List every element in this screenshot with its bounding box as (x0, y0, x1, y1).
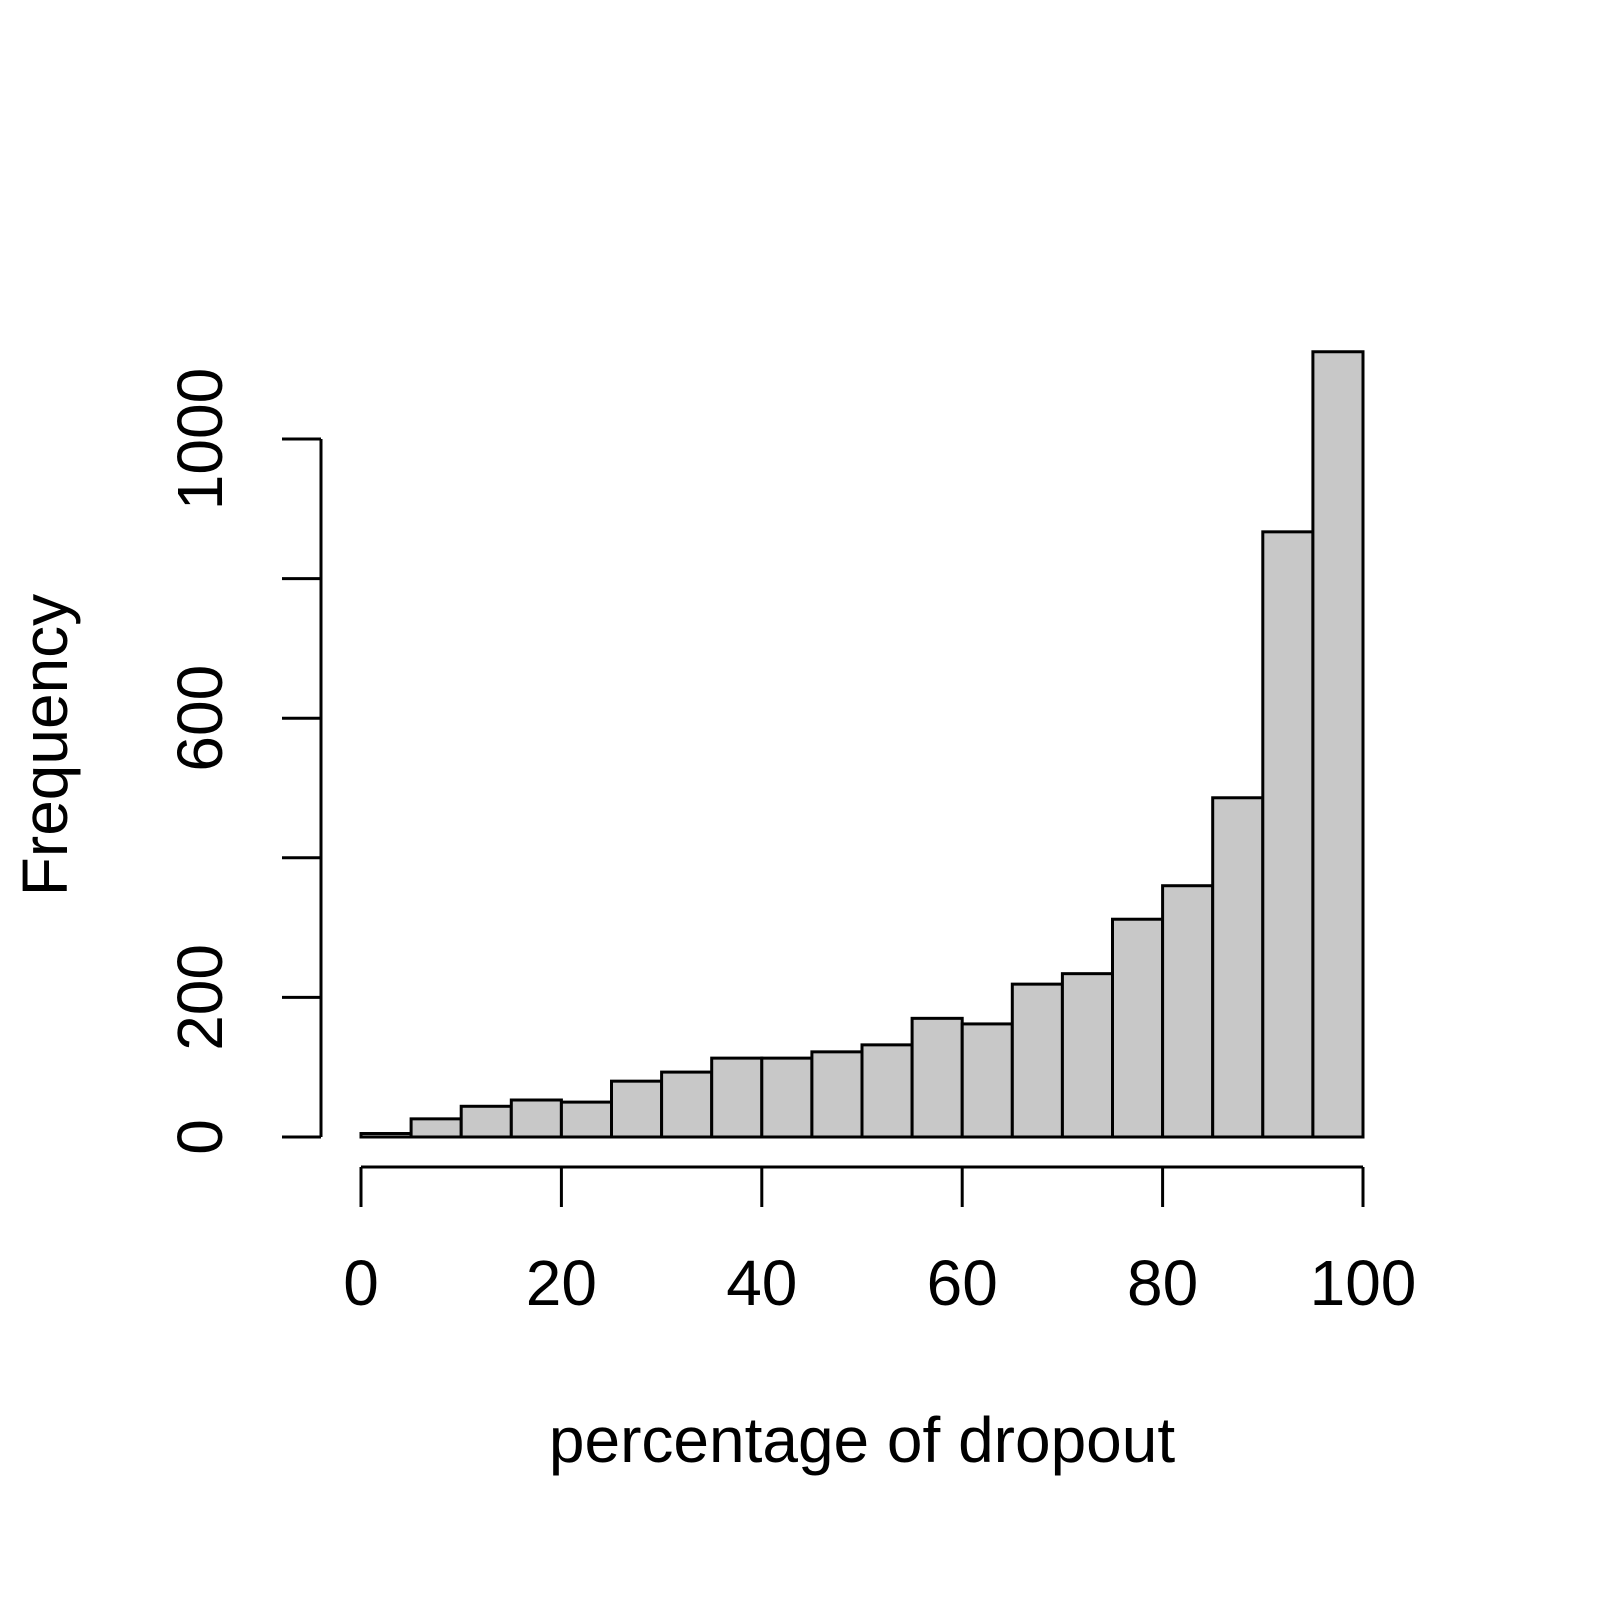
bar (660, 1070, 714, 1139)
bar (810, 1050, 864, 1139)
y-tick-label: 0 (164, 1119, 236, 1155)
x-axis-label: percentage of dropout (549, 1404, 1175, 1476)
x-tick-label: 80 (1127, 1247, 1198, 1319)
bar (459, 1104, 513, 1139)
bar (1261, 530, 1315, 1139)
x-tick-label: 40 (726, 1247, 797, 1319)
bar (1161, 884, 1215, 1139)
bar (409, 1117, 463, 1139)
bar (860, 1043, 914, 1139)
bar (1211, 796, 1265, 1139)
bar (1311, 350, 1365, 1139)
bar (1060, 972, 1115, 1139)
bar (1111, 917, 1165, 1139)
bar (359, 1132, 413, 1139)
y-axis-label: Frequency (9, 594, 81, 896)
y-tick-label: 200 (164, 944, 236, 1051)
y-tick-label: 600 (164, 665, 236, 772)
bar (910, 1016, 964, 1139)
x-tick-label: 0 (343, 1247, 379, 1319)
bar (559, 1100, 614, 1139)
bar (960, 1022, 1014, 1139)
x-tick-label: 100 (1310, 1247, 1417, 1319)
bar (1010, 982, 1064, 1139)
y-tick-label: 1000 (164, 368, 236, 510)
x-tick-label: 60 (927, 1247, 998, 1319)
bar (760, 1056, 814, 1139)
bar (509, 1098, 563, 1139)
x-tick-label: 20 (526, 1247, 597, 1319)
bar (610, 1079, 664, 1139)
bar (710, 1056, 764, 1139)
